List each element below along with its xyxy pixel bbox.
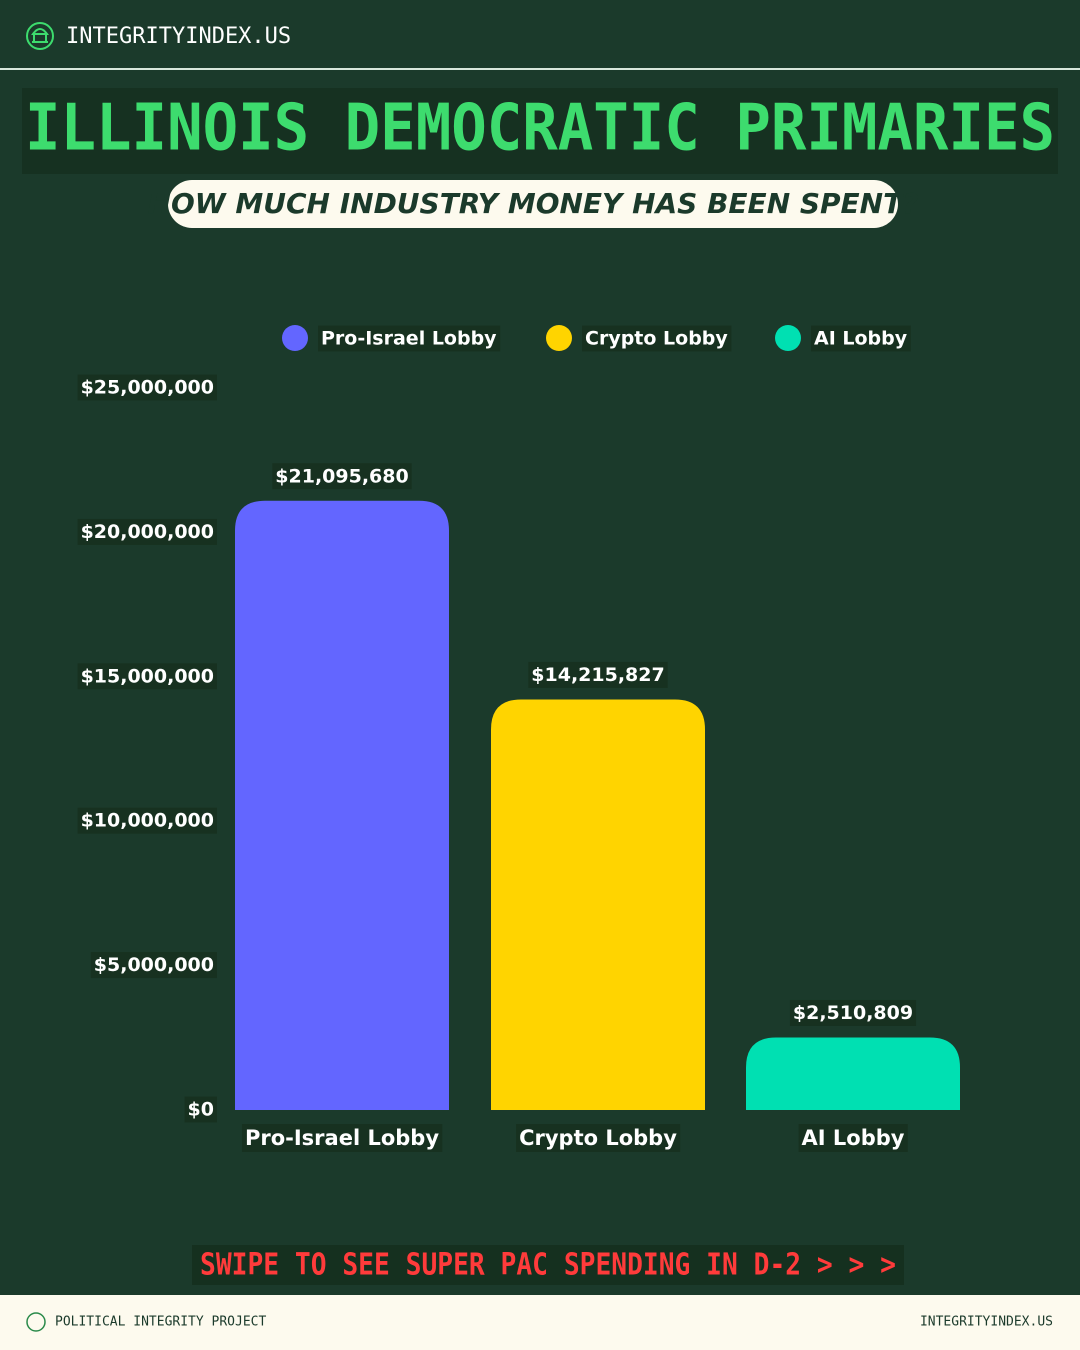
- label-bg: [241, 1124, 443, 1152]
- footer-right[interactable]: INTEGRITYINDEX.US: [920, 1315, 1053, 1330]
- label-bg: [184, 1096, 217, 1123]
- y-tick-label: $20,000,000: [81, 521, 214, 543]
- legend-swatch: [282, 325, 308, 351]
- logo-icon: [31, 28, 49, 43]
- logo: [26, 22, 54, 50]
- x-tick-label: AI Lobby: [802, 1126, 905, 1150]
- y-tick-label: $10,000,000: [81, 810, 214, 832]
- call-to-action[interactable]: SWIPE TO SEE SUPER PAC SPENDING IN D-2 >…: [200, 1248, 896, 1283]
- chart-title: ILLINOIS DEMOCRATIC PRIMARIES: [25, 92, 1055, 166]
- legend-label: Pro-Israel Lobby: [321, 328, 497, 350]
- label-bg: [77, 663, 217, 690]
- label-bg: [516, 1124, 681, 1152]
- footer-bg: [0, 1295, 1080, 1350]
- footer-left: POLITICAL INTEGRITY PROJECT: [55, 1315, 266, 1330]
- y-tick-label: $5,000,000: [94, 954, 214, 976]
- subtitle-pill: [168, 180, 898, 228]
- value-label: $2,510,809: [793, 1002, 913, 1024]
- x-tick-label: Pro-Israel Lobby: [245, 1126, 439, 1150]
- legend-label: Crypto Lobby: [585, 328, 728, 350]
- y-tick-label: $0: [188, 1099, 214, 1121]
- cta-bg: [192, 1245, 904, 1285]
- legend-label: AI Lobby: [814, 328, 908, 350]
- legend-swatch: [775, 325, 801, 351]
- bar: [491, 699, 705, 1110]
- y-tick-label: $25,000,000: [81, 377, 214, 399]
- label-bg: [582, 325, 732, 352]
- title-bg: [22, 88, 1058, 174]
- label-bg: [77, 807, 217, 834]
- y-tick-label: $15,000,000: [81, 665, 214, 687]
- legend-swatch: [546, 325, 572, 351]
- chart-subtitle: HOW MUCH INDUSTRY MONEY HAS BEEN SPENT?: [148, 187, 919, 220]
- value-label: $21,095,680: [275, 465, 408, 487]
- label-bg: [90, 952, 217, 979]
- label-bg: [77, 374, 217, 401]
- label-bg: [789, 999, 917, 1026]
- bar: [746, 1037, 960, 1110]
- label-bg: [77, 518, 217, 545]
- site-name: INTEGRITYINDEX.US: [66, 24, 291, 49]
- value-label: $14,215,827: [531, 664, 664, 686]
- label-bg: [272, 463, 412, 490]
- label-bg: [798, 1124, 908, 1152]
- label-bg: [318, 325, 501, 352]
- bar: [235, 500, 449, 1110]
- plot: $0 $5,000,000 $10,000,000 $15,000,000 $20,00…: [77, 325, 960, 1152]
- x-tick-label: Crypto Lobby: [519, 1126, 677, 1150]
- label-bg: [528, 661, 668, 688]
- footer-logo: [26, 1312, 46, 1332]
- label-bg: [811, 325, 911, 352]
